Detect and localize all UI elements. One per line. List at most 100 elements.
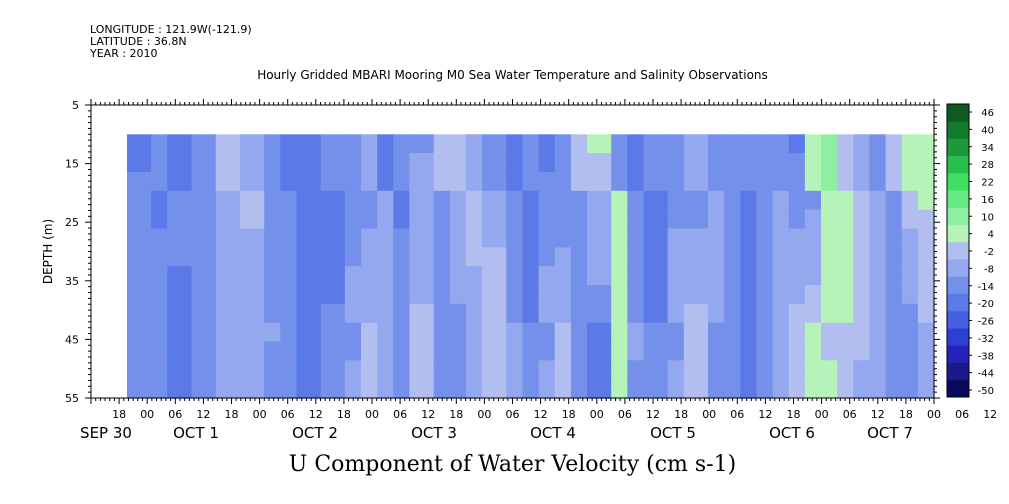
heatmap-cell <box>127 247 152 267</box>
heatmap-cell <box>683 285 709 305</box>
heatmap-cell <box>740 134 757 154</box>
heatmap-cell <box>885 172 903 192</box>
heatmap-cell <box>465 379 483 399</box>
heatmap-cell <box>683 228 709 248</box>
heatmap-cell <box>901 190 919 211</box>
heatmap-cell <box>837 247 854 267</box>
heatmap-cell <box>296 341 322 361</box>
heatmap-cell <box>554 379 572 399</box>
heatmap-cell <box>320 153 346 173</box>
heatmap-cell <box>344 153 362 173</box>
axes: 18 00 06 12 18 00 06 12 18 00 06 12 18 00 06 12 18 00 06 12… <box>41 99 997 442</box>
x-hour-label: 00 <box>702 408 716 421</box>
heatmap-cell <box>361 209 378 229</box>
heatmap-cell <box>853 190 870 211</box>
heatmap-cell <box>885 228 903 248</box>
heatmap-cell <box>611 322 628 343</box>
x-hour-label: 00 <box>927 408 941 421</box>
x-hour-label: 18 <box>225 408 239 421</box>
heatmap-cell <box>449 247 467 267</box>
heatmap-cell <box>296 247 322 267</box>
heatmap-cell <box>506 190 523 211</box>
heatmap-cell <box>240 379 265 399</box>
colorbar-label: -20 <box>978 299 994 310</box>
heatmap-cell <box>788 209 806 229</box>
heatmap-cell <box>869 360 887 380</box>
heatmap-cell <box>837 303 854 324</box>
heatmap-cell <box>901 134 919 154</box>
x-day-label: OCT 3 <box>411 424 457 442</box>
heatmap-cell <box>756 266 774 286</box>
heatmap-cell <box>821 228 838 248</box>
heatmap-cell <box>667 172 685 192</box>
heatmap-cell <box>280 228 297 248</box>
heatmap-cell <box>264 360 281 380</box>
heatmap-cell <box>151 190 168 211</box>
heatmap-cell <box>901 285 919 305</box>
heatmap-cell <box>167 303 193 324</box>
heatmap-cell <box>570 303 588 324</box>
heatmap-cell <box>320 134 346 154</box>
heatmap-cell <box>409 153 435 173</box>
heatmap-cell <box>667 360 685 380</box>
colorbar-label: 34 <box>981 143 994 154</box>
heatmap-cell <box>344 209 362 229</box>
heatmap-cell <box>587 322 612 343</box>
heatmap-cell <box>554 266 572 286</box>
heatmap-cell <box>449 341 467 361</box>
heatmap-cell <box>538 285 556 305</box>
x-day-label: OCT 7 <box>867 424 913 442</box>
heatmap-cell <box>151 379 168 399</box>
heatmap-cell <box>506 209 523 229</box>
colorbar-swatch <box>947 104 969 122</box>
y-tick-label: 55 <box>65 392 79 405</box>
heatmap-cell <box>885 322 903 343</box>
heatmap-cell <box>280 247 297 267</box>
x-day-label: SEP 30 <box>80 424 132 442</box>
heatmap-cell <box>643 247 669 267</box>
heatmap-cell <box>804 153 822 173</box>
heatmap-cell <box>821 172 838 192</box>
heatmap-cell <box>377 228 394 248</box>
heatmap-cell <box>611 172 628 192</box>
heatmap-cell <box>853 228 870 248</box>
colorbar-label: 22 <box>981 178 994 189</box>
heatmap-cell <box>756 153 774 173</box>
heatmap-cell <box>869 285 887 305</box>
heatmap-cell <box>280 209 297 229</box>
heatmap-cell <box>264 285 281 305</box>
heatmap-cell <box>361 153 378 173</box>
heatmap-cell <box>433 247 451 267</box>
heatmap-cell <box>788 153 806 173</box>
heatmap-cell <box>869 379 887 399</box>
heatmap-cell <box>869 228 887 248</box>
colorbar-swatch <box>947 241 969 260</box>
x-hour-label: 12 <box>421 408 435 421</box>
heatmap-cell <box>377 134 394 154</box>
heatmap-cell <box>611 266 628 286</box>
colorbar-label: -44 <box>978 369 994 380</box>
heatmap-cell <box>708 209 725 229</box>
x-hour-label: 00 <box>815 408 829 421</box>
heatmap-cell <box>127 172 152 192</box>
heatmap-cell <box>885 209 903 229</box>
heatmap-cell <box>482 228 507 248</box>
heatmap-cell <box>821 209 838 229</box>
heatmap-cell <box>724 228 741 248</box>
heatmap-cell <box>683 190 709 211</box>
heatmap-cell <box>280 322 297 343</box>
heatmap-cell <box>570 266 588 286</box>
heatmap-cell <box>320 266 346 286</box>
heatmap-cell <box>240 285 265 305</box>
heatmap-cell <box>587 228 612 248</box>
heatmap-cell <box>240 322 265 343</box>
heatmap-cell <box>320 228 346 248</box>
heatmap-cell <box>433 190 451 211</box>
heatmap-cell <box>506 134 523 154</box>
heatmap-cell <box>127 153 152 173</box>
heatmap-cell <box>506 379 523 399</box>
heatmap-cell <box>740 322 757 343</box>
heatmap-cell <box>554 172 572 192</box>
heatmap-cell <box>837 134 854 154</box>
heatmap-cell <box>853 341 870 361</box>
